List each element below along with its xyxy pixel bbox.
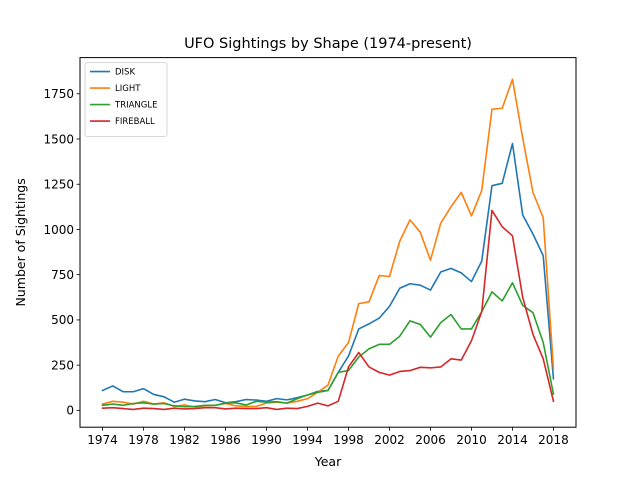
x-tick-label: 1978 — [128, 433, 159, 447]
x-tick-label: 1990 — [251, 433, 282, 447]
series-line-fireball — [101, 209, 555, 411]
y-tick-label: 0 — [66, 404, 74, 418]
x-tick-label: 2002 — [374, 433, 405, 447]
series-lines — [101, 78, 555, 411]
y-tick-label: 500 — [51, 313, 74, 327]
legend-label: FIREBALL — [115, 117, 155, 127]
x-tick-label: 2010 — [456, 433, 487, 447]
y-tick-label: 1000 — [43, 223, 74, 237]
y-tick-label: 1750 — [43, 87, 74, 101]
legend-label: DISK — [115, 68, 135, 78]
x-tick-label: 1994 — [292, 433, 323, 447]
x-tick-label: 2014 — [497, 433, 528, 447]
x-tick-label: 1982 — [169, 433, 200, 447]
y-tick-label: 750 — [51, 268, 74, 282]
x-tick-label: 2018 — [538, 433, 569, 447]
legend-label: TRIANGLE — [114, 101, 157, 111]
y-tick-label: 1250 — [43, 178, 74, 192]
x-tick-label: 2006 — [415, 433, 446, 447]
legend: DISK LIGHT TRIANGLE FIREBALL — [84, 62, 168, 137]
series-line-triangle — [101, 282, 555, 408]
legend-label: LIGHT — [115, 84, 141, 94]
x-tick-label: 1986 — [210, 433, 241, 447]
legend-box — [84, 62, 168, 137]
y-tick-label: 1500 — [43, 132, 74, 146]
plot-frame — [79, 57, 577, 428]
y-axis: 0 250 500 750 1000 1250 1500 1750 — [43, 87, 80, 418]
y-axis-label: Number of Sightings — [13, 178, 28, 306]
chart-title: UFO Sightings by Shape (1974-present) — [184, 36, 472, 52]
y-tick-label: 250 — [51, 358, 74, 372]
x-tick-label: 1998 — [333, 433, 364, 447]
x-axis: 1974 1978 1982 1986 1990 1994 1998 2002 2006 2010… — [87, 427, 569, 447]
x-tick-label: 1974 — [87, 433, 118, 447]
x-axis-label: Year — [314, 454, 342, 469]
